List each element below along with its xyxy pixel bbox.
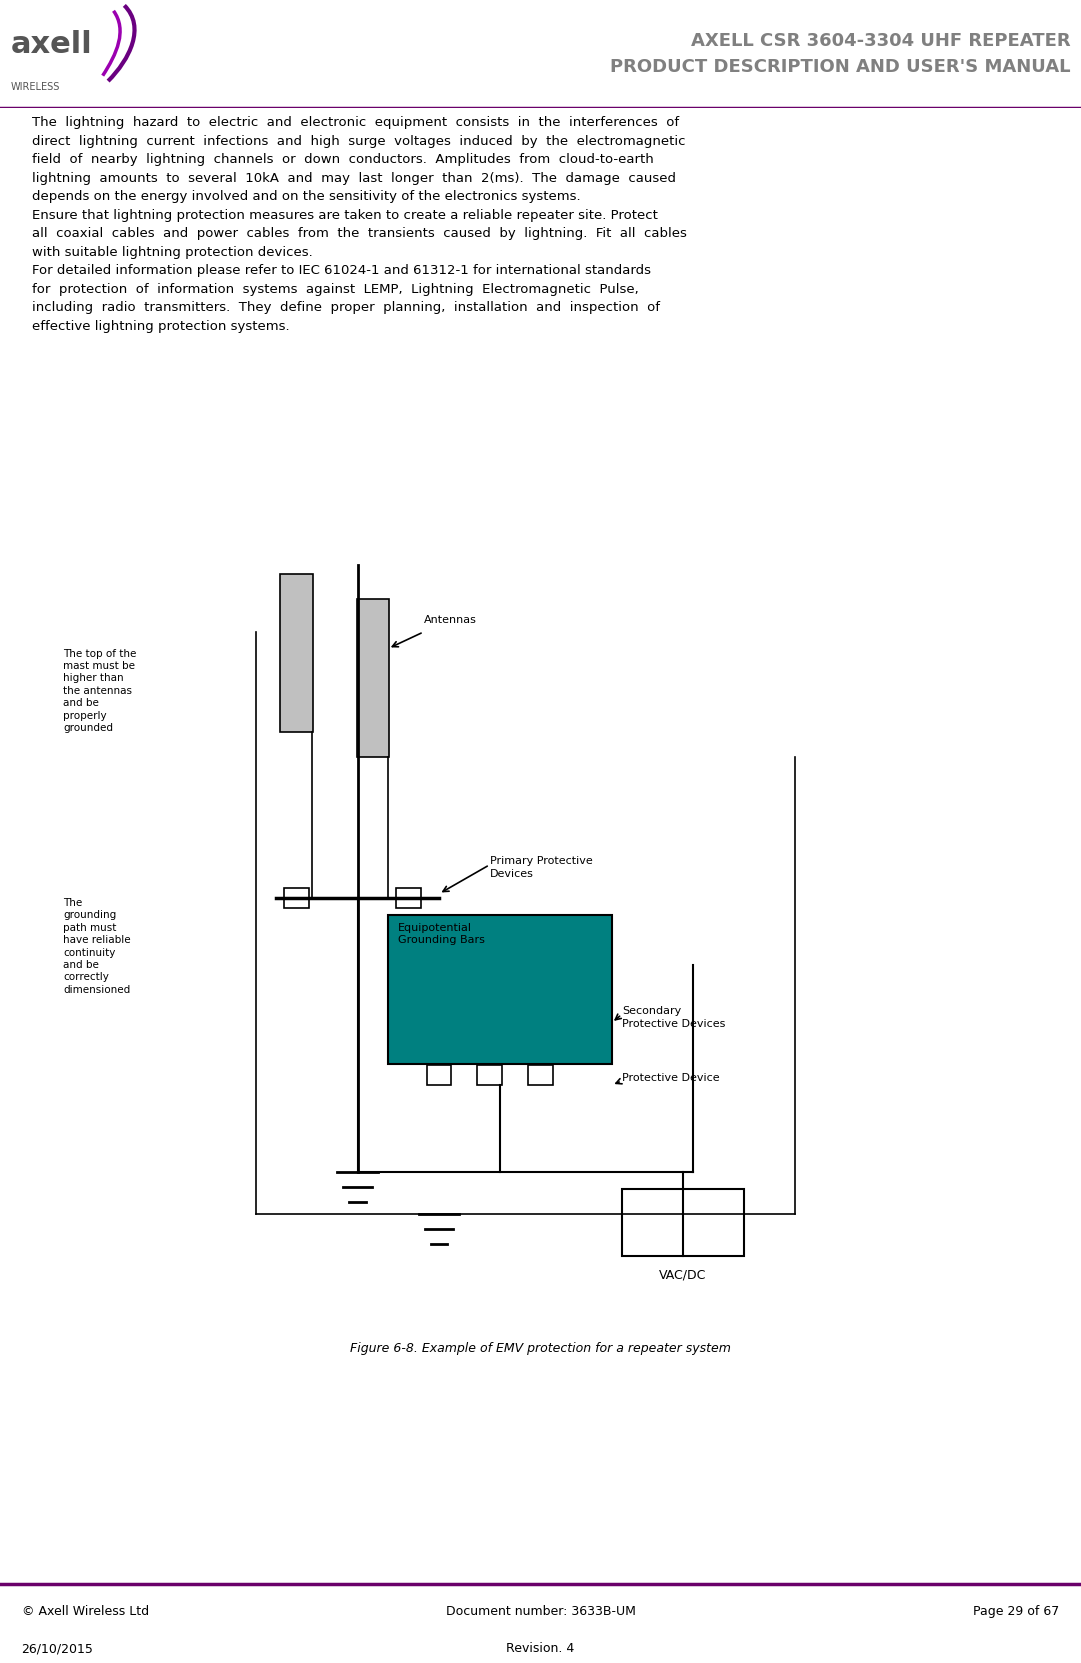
Bar bbox=[388, 915, 612, 1064]
Text: PRODUCT DESCRIPTION AND USER'S MANUAL: PRODUCT DESCRIPTION AND USER'S MANUAL bbox=[610, 58, 1070, 75]
Text: Page 29 of 67: Page 29 of 67 bbox=[973, 1605, 1059, 1618]
Text: Equipotential
Grounding Bars: Equipotential Grounding Bars bbox=[398, 923, 485, 945]
Text: The  lightning  hazard  to  electric  and  electronic  equipment  consists  in  : The lightning hazard to electric and ele… bbox=[32, 116, 688, 333]
Bar bbox=[478, 1064, 502, 1084]
Text: AXELL CSR 3604-3304 UHF REPEATER: AXELL CSR 3604-3304 UHF REPEATER bbox=[691, 32, 1070, 50]
Text: Figure 6-8. Example of EMV protection for a repeater system: Figure 6-8. Example of EMV protection fo… bbox=[350, 1342, 731, 1355]
Text: VAC/DC: VAC/DC bbox=[659, 1267, 707, 1281]
Bar bbox=[280, 574, 312, 732]
Bar bbox=[397, 888, 421, 908]
Text: Antennas: Antennas bbox=[424, 615, 477, 625]
Text: Document number: 3633B-UM: Document number: 3633B-UM bbox=[445, 1605, 636, 1618]
Text: Secondary
Protective Devices: Secondary Protective Devices bbox=[622, 1006, 725, 1028]
Bar bbox=[357, 599, 389, 757]
Text: Primary Protective
Devices: Primary Protective Devices bbox=[490, 856, 592, 878]
Bar bbox=[427, 1064, 451, 1084]
Text: The top of the
mast must be
higher than
the antennas
and be
properly
grounded: The top of the mast must be higher than … bbox=[63, 649, 136, 733]
Text: Protective Device: Protective Device bbox=[622, 1073, 720, 1083]
Bar bbox=[529, 1064, 552, 1084]
Text: WIRELESS: WIRELESS bbox=[11, 81, 61, 91]
Text: The
grounding
path must
have reliable
continuity
and be
correctly
dimensioned: The grounding path must have reliable co… bbox=[63, 898, 131, 994]
Text: 26/10/2015: 26/10/2015 bbox=[22, 1643, 93, 1655]
Text: axell: axell bbox=[11, 30, 93, 60]
Bar bbox=[622, 1189, 744, 1256]
Text: © Axell Wireless Ltd: © Axell Wireless Ltd bbox=[22, 1605, 149, 1618]
Bar bbox=[284, 888, 309, 908]
Text: Revision. 4: Revision. 4 bbox=[506, 1643, 575, 1655]
